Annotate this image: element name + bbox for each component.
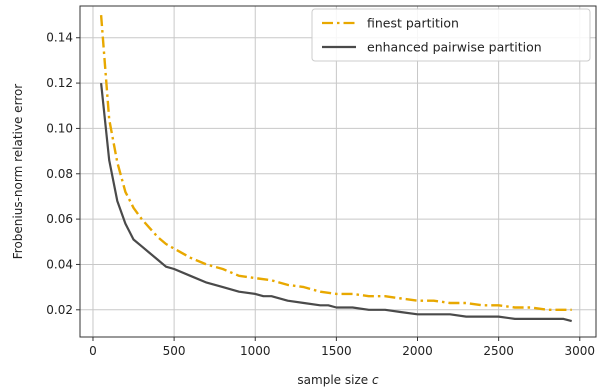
x-tick-label: 1500 — [321, 344, 352, 358]
x-tick-label: 0 — [89, 344, 97, 358]
y-tick-label: 0.02 — [46, 303, 73, 317]
series-line-1 — [99, 15, 572, 311]
series-lines — [99, 15, 572, 323]
y-axis-label: Frobenius-norm relative error — [11, 84, 25, 260]
legend: finest partition enhanced pairwise partit… — [311, 8, 591, 62]
y-tick-label: 0.04 — [46, 257, 73, 271]
legend-box — [311, 8, 591, 62]
x-tick-label: 2500 — [483, 344, 514, 358]
y-tick-label: 0.10 — [46, 121, 73, 135]
legend-label: finest partition — [367, 16, 459, 31]
x-axis-label: sample size c — [297, 373, 379, 387]
plot-frame — [79, 5, 597, 338]
y-tick-label: 0.12 — [46, 76, 73, 90]
y-tick-label: 0.08 — [46, 167, 73, 181]
x-tick-label: 1000 — [240, 344, 271, 358]
x-tick-label: 2000 — [402, 344, 433, 358]
x-tick-label: 500 — [163, 344, 186, 358]
legend-label: enhanced pairwise partition — [367, 40, 542, 55]
x-tick-label: 3000 — [565, 344, 596, 358]
series-line-2 — [100, 82, 572, 323]
x-axis-ticks: 0 500 1000 1500 2000 2500 3000 — [89, 337, 595, 358]
y-axis-ticks: 0.02 0.04 0.06 0.08 0.10 0.12 0.14 — [46, 31, 80, 317]
y-tick-label: 0.06 — [46, 212, 73, 226]
y-tick-label: 0.14 — [46, 31, 73, 45]
